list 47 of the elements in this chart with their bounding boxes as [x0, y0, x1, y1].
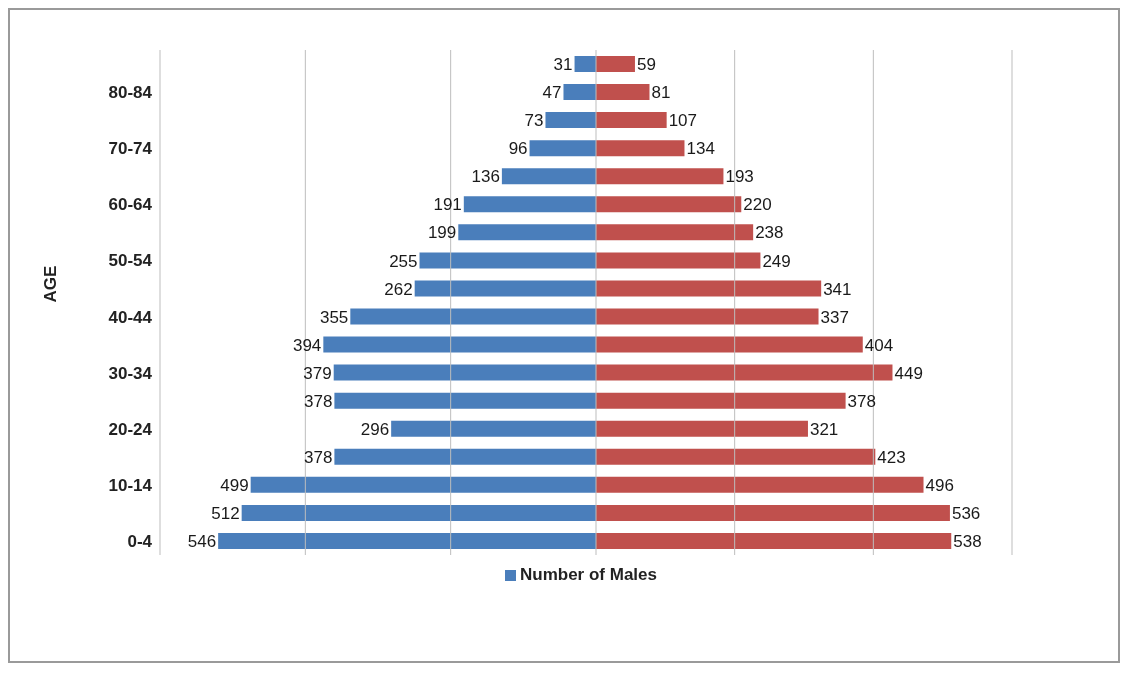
data-label: 321 — [809, 419, 839, 439]
data-label: 512 — [211, 504, 240, 524]
data-label: 255 — [389, 251, 418, 271]
data-label: 449 — [894, 363, 923, 383]
data-label: 496 — [925, 475, 954, 495]
data-label: 296 — [360, 419, 390, 439]
data-label: 81 — [651, 83, 671, 103]
data-label: 136 — [471, 167, 500, 187]
data-label: 199 — [427, 223, 457, 243]
data-label: 59 — [636, 55, 656, 75]
data-label: 341 — [823, 279, 852, 299]
legend-label: Number of Males — [520, 565, 657, 584]
data-label: 404 — [864, 335, 894, 355]
y-tick-label: 10-14 — [108, 475, 153, 495]
y-tick-label: 60-64 — [108, 195, 153, 215]
data-label: 238 — [755, 223, 784, 243]
y-tick-label: 40-44 — [108, 307, 153, 327]
data-label: 220 — [743, 195, 772, 215]
data-label: 47 — [542, 83, 562, 103]
data-label: 337 — [820, 307, 849, 327]
data-label: 107 — [668, 111, 698, 131]
data-label: 378 — [304, 447, 333, 467]
data-label: 546 — [187, 532, 217, 552]
data-label: 31 — [553, 55, 573, 75]
y-tick-label: 20-24 — [108, 419, 153, 439]
y-tick-label: 50-54 — [108, 251, 153, 271]
y-tick-label: 0-4 — [127, 532, 153, 552]
data-label: 378 — [847, 391, 876, 411]
data-label: 191 — [433, 195, 462, 215]
data-label: 193 — [725, 167, 754, 187]
data-label: 134 — [686, 139, 715, 159]
y-axis-title: AGE — [41, 265, 61, 303]
data-label: 249 — [762, 251, 791, 271]
data-label: 262 — [384, 279, 413, 299]
data-label: 499 — [220, 475, 249, 495]
data-label: 73 — [524, 111, 544, 131]
data-label: 536 — [951, 504, 981, 524]
data-label: 379 — [303, 363, 332, 383]
data-label: 96 — [508, 139, 528, 159]
y-tick-label: 30-34 — [108, 363, 153, 383]
data-label: 355 — [319, 307, 349, 327]
data-label: 423 — [877, 447, 906, 467]
y-tick-label: 70-74 — [108, 139, 153, 159]
y-tick-label: 80-84 — [108, 83, 153, 103]
data-label: 394 — [292, 335, 322, 355]
data-label: 538 — [953, 532, 982, 552]
data-label: 378 — [304, 391, 333, 411]
